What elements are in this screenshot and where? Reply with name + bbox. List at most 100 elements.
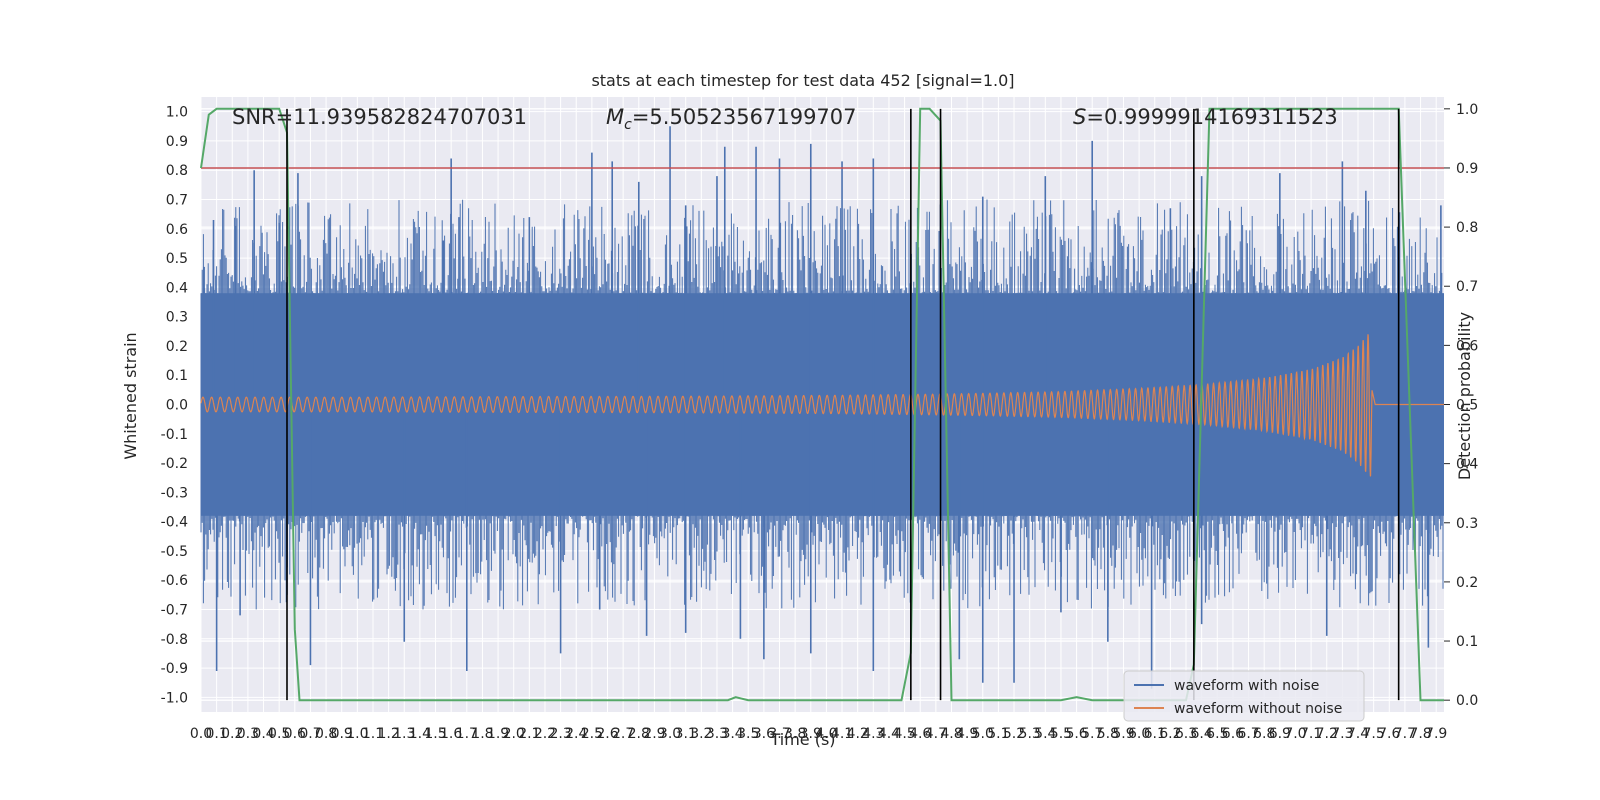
x-tick-label: 3.6 xyxy=(753,726,775,742)
y-tick-label: -0.6 xyxy=(161,573,188,589)
x-tick-label: 7.5 xyxy=(1363,726,1385,742)
x-tick-label: 4.8 xyxy=(940,726,962,742)
y-axis-label: Whitened strain xyxy=(121,332,140,459)
x-tick-label: 1.3 xyxy=(393,726,415,742)
y-tick-label: 0.2 xyxy=(166,339,188,355)
x-tick-label: 2.6 xyxy=(596,726,618,742)
y2-tick-label: 0.9 xyxy=(1456,161,1478,177)
detection-boundaries xyxy=(286,108,1400,701)
x-tick-label: 0.0 xyxy=(190,726,212,742)
y-tick-label: -0.5 xyxy=(161,544,188,560)
y-tick-label: -0.8 xyxy=(161,632,188,648)
y-tick-label: -0.7 xyxy=(161,603,188,619)
x-tick-label: 1.8 xyxy=(471,726,493,742)
x-tick-label: 6.9 xyxy=(1269,726,1291,742)
x-tick-label: 7.8 xyxy=(1409,726,1431,742)
noise-trace xyxy=(200,199,1444,610)
chirp-mass-value: =5.50523567199707 xyxy=(632,105,857,129)
snr-annotation: SNR=11.939582824707031 xyxy=(232,105,527,129)
x-tick-label: 1.5 xyxy=(424,726,446,742)
series-waveform-without-noise xyxy=(200,334,1444,477)
x-tick-label: 0.8 xyxy=(315,726,337,742)
chirp-mass-symbol: M xyxy=(606,105,624,129)
x-tick-label: 0.2 xyxy=(221,726,243,742)
chirp-trace xyxy=(200,334,1444,477)
x-tick-label: 4.1 xyxy=(831,726,853,742)
y-tick-label: 0.7 xyxy=(166,193,188,209)
y2-tick-label: 0.5 xyxy=(1456,398,1478,414)
x-tick-label: 5.4 xyxy=(1034,726,1056,742)
x-axis: 0.00.10.20.30.40.50.60.70.80.91.01.11.21… xyxy=(190,726,1447,742)
x-tick-label: 3.0 xyxy=(659,726,681,742)
y-tick-label: 0.0 xyxy=(166,398,188,414)
chirp-mass-subscript: c xyxy=(624,117,632,133)
x-tick-label: 6.5 xyxy=(1206,726,1228,742)
y-tick-label: -0.2 xyxy=(161,456,188,472)
y-tick-label: 0.9 xyxy=(166,134,188,150)
x-tick-label: 6.1 xyxy=(1144,726,1166,742)
x-tick-label: 3.7 xyxy=(768,726,790,742)
x-tick-label: 1.9 xyxy=(487,726,509,742)
legend-box xyxy=(1123,670,1365,722)
x-axis-label: Time (s) xyxy=(769,730,835,749)
y2-tick-label: 0.8 xyxy=(1456,220,1478,236)
y-tick-label: -0.3 xyxy=(161,485,188,501)
x-tick-label: 1.1 xyxy=(362,726,384,742)
x-tick-label: 6.6 xyxy=(1222,726,1244,742)
y-axis-left: 1.0 0.9 0.8 0.7 0.6 0.5 0.4 0.3 0.2 0.1 0.0 -0.1 -0.… xyxy=(161,105,188,707)
x-tick-label: 7.6 xyxy=(1378,726,1400,742)
x-tick-label: 6.3 xyxy=(1175,726,1197,742)
x-tick-label: 0.1 xyxy=(206,726,228,742)
x-tick-label: 1.2 xyxy=(377,726,399,742)
x-tick-label: 5.0 xyxy=(972,726,994,742)
x-tick-label: 5.8 xyxy=(1097,726,1119,742)
x-tick-label: 0.7 xyxy=(299,726,321,742)
x-tick-label: 7.7 xyxy=(1394,726,1416,742)
x-tick-label: 2.3 xyxy=(549,726,571,742)
score-symbol: S xyxy=(1073,105,1086,129)
y-axis-right: 1.0 0.9 0.8 0.7 0.6 0.5 0.4 0.3 0.2 0.1 0.0 xyxy=(1444,102,1478,709)
y-tick-label: -0.4 xyxy=(161,515,188,531)
x-tick-label: 4.6 xyxy=(909,726,931,742)
x-tick-label: 2.9 xyxy=(643,726,665,742)
x-tick-label: 6.7 xyxy=(1237,726,1259,742)
x-tick-label: 1.6 xyxy=(440,726,462,742)
x-tick-label: 5.1 xyxy=(987,726,1009,742)
x-tick-label: 2.5 xyxy=(581,726,603,742)
y-tick-label: 0.3 xyxy=(166,310,188,326)
y-tick-label: 0.6 xyxy=(166,222,188,238)
y-tick-label: 0.8 xyxy=(166,163,188,179)
x-tick-label: 2.0 xyxy=(503,726,525,742)
y-tick-label: -1.0 xyxy=(161,690,188,706)
x-tick-label: 1.0 xyxy=(346,726,368,742)
x-tick-label: 3.2 xyxy=(690,726,712,742)
chart-title: stats at each timestep for test data 452… xyxy=(591,71,1014,90)
chirp-mass-annotation: Mc=5.50523567199707 xyxy=(606,105,857,133)
y2-axis-label: Detection probability xyxy=(1455,312,1474,480)
x-tick-label: 2.7 xyxy=(612,726,634,742)
x-tick-label: 3.5 xyxy=(737,726,759,742)
x-tick-label: 7.0 xyxy=(1284,726,1306,742)
x-tick-label: 2.8 xyxy=(628,726,650,742)
y2-tick-label: 0.2 xyxy=(1456,575,1478,591)
y2-tick-label: 0.4 xyxy=(1456,457,1478,473)
x-tick-label: 3.1 xyxy=(675,726,697,742)
x-tick-label: 1.4 xyxy=(409,726,431,742)
x-tick-label: 0.3 xyxy=(237,726,259,742)
x-tick-label: 0.4 xyxy=(252,726,274,742)
x-tick-label: 3.3 xyxy=(706,726,728,742)
x-tick-label: 5.6 xyxy=(1065,726,1087,742)
series-waveform-with-noise xyxy=(200,126,1444,689)
x-tick-label: 3.4 xyxy=(721,726,743,742)
legend-label-clean: waveform without noise xyxy=(1174,701,1342,717)
x-tick-label: 3.8 xyxy=(784,726,806,742)
x-tick-label: 7.9 xyxy=(1425,726,1447,742)
x-tick-label: 7.4 xyxy=(1347,726,1369,742)
y-tick-label: -0.1 xyxy=(161,427,188,443)
x-tick-label: 4.0 xyxy=(815,726,837,742)
x-tick-label: 7.3 xyxy=(1331,726,1353,742)
x-tick-label: 5.2 xyxy=(1003,726,1025,742)
x-tick-label: 2.2 xyxy=(534,726,556,742)
x-tick-label: 0.5 xyxy=(268,726,290,742)
